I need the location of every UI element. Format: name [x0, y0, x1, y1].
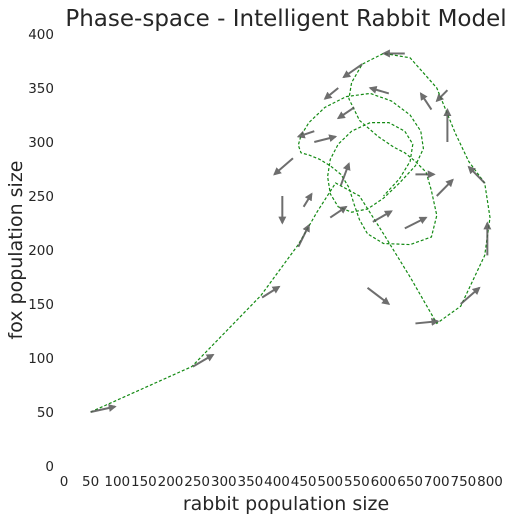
- y-axis-label: fox population size: [5, 161, 27, 340]
- x-tick-label: 150: [131, 474, 157, 490]
- direction-arrow-17: [329, 205, 348, 219]
- y-tick-label: 0: [45, 459, 54, 475]
- direction-arrow-24: [314, 134, 338, 143]
- direction-arrow-21: [419, 92, 433, 111]
- y-tick-label: 250: [28, 189, 54, 205]
- y-tick-label: 400: [28, 27, 54, 43]
- x-tick-label: 350: [237, 474, 263, 490]
- y-tick-label: 350: [28, 81, 54, 97]
- direction-arrow-14: [273, 157, 294, 176]
- x-tick-label: 600: [371, 474, 397, 490]
- direction-arrow-9: [435, 89, 449, 103]
- x-tick-label: 700: [424, 474, 450, 490]
- x-tick-label: 200: [158, 474, 184, 490]
- x-tick-label: 0: [60, 474, 69, 490]
- direction-arrow-27: [339, 162, 351, 186]
- direction-arrow-1: [192, 353, 215, 368]
- x-tick-label: 500: [317, 474, 343, 490]
- y-tick-label: 100: [28, 351, 54, 367]
- direction-arrow-0: [90, 404, 117, 413]
- x-tick-label: 650: [397, 474, 423, 490]
- direction-arrow-4: [366, 287, 391, 305]
- direction-arrow-13: [296, 130, 315, 139]
- direction-arrow-19: [436, 178, 454, 197]
- direction-arrow-6: [460, 286, 481, 305]
- direction-arrow-16: [302, 192, 313, 208]
- x-tick-label: 450: [291, 474, 317, 490]
- y-axis-ticks: 0 50 100 150 200 250 300 350 400: [28, 27, 54, 475]
- direction-arrow-2: [261, 285, 281, 299]
- direction-arrow-5: [415, 317, 440, 326]
- plot-area: [90, 49, 492, 413]
- direction-arrow-25: [372, 210, 393, 223]
- x-tick-label: 800: [477, 474, 503, 490]
- direction-arrow-18: [404, 216, 428, 230]
- direction-arrow-3: [297, 223, 310, 248]
- x-tick-label: 550: [344, 474, 370, 490]
- direction-arrow-23: [336, 106, 355, 120]
- direction-arrow-22: [368, 85, 390, 95]
- chart-title: Phase-space - Intelligent Rabbit Model: [65, 6, 506, 32]
- direction-arrow-11: [342, 63, 363, 79]
- y-tick-label: 200: [28, 243, 54, 259]
- direction-arrow-8: [467, 165, 486, 184]
- x-tick-label: 50: [82, 474, 99, 490]
- x-tick-label: 300: [211, 474, 237, 490]
- x-axis-label: rabbit population size: [183, 493, 389, 515]
- y-tick-label: 150: [28, 297, 54, 313]
- y-tick-label: 50: [37, 405, 54, 421]
- x-tick-label: 400: [264, 474, 290, 490]
- x-tick-label: 100: [104, 474, 130, 490]
- direction-arrow-12: [323, 87, 339, 100]
- y-tick-label: 300: [28, 135, 54, 151]
- x-axis-ticks: 0 50 100 150 200 250 300 350 400 450 500 550 600 650 7…: [60, 474, 503, 490]
- x-tick-label: 750: [450, 474, 476, 490]
- x-tick-label: 250: [184, 474, 210, 490]
